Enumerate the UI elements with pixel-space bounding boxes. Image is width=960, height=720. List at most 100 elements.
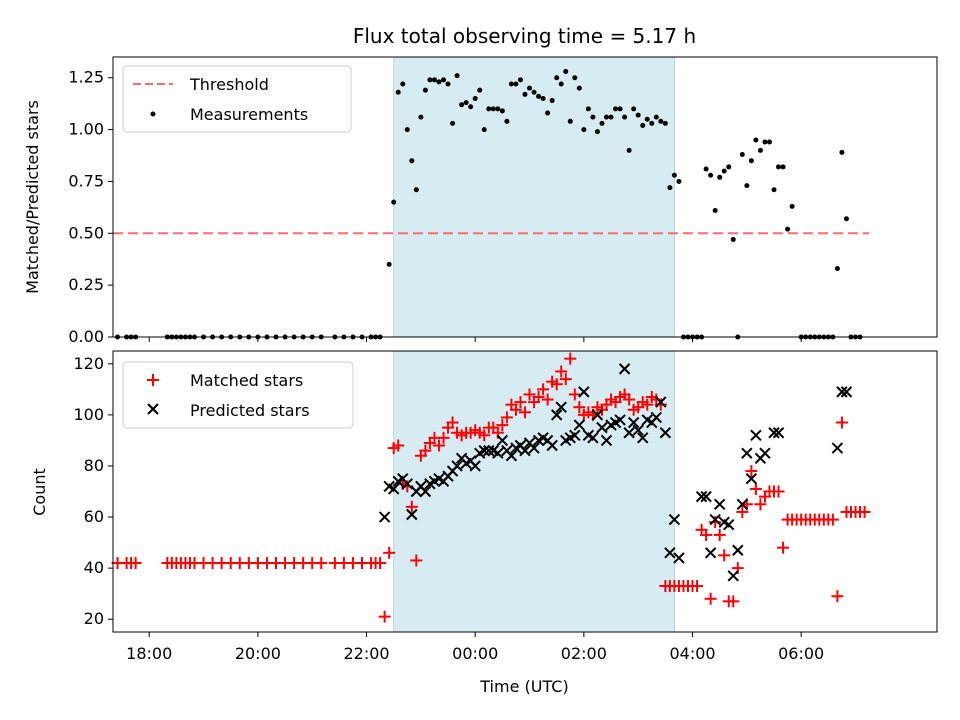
x-tick-label: 00:00 xyxy=(452,644,498,663)
predicted-star-point xyxy=(614,414,626,426)
measurement-point xyxy=(658,118,664,124)
matched-star-point xyxy=(500,411,513,424)
measurement-point xyxy=(703,166,709,172)
measurement-point xyxy=(766,139,772,145)
bottom-y-axis: 20 40 60 80 100 120 xyxy=(73,354,113,628)
predicted-star-point xyxy=(732,544,744,556)
predicted-star-point xyxy=(478,444,490,457)
predicted-star-point xyxy=(528,442,540,454)
predicted-star-point xyxy=(469,460,481,472)
measurement-point xyxy=(513,81,519,87)
measurement-point xyxy=(590,114,596,120)
bottom-y-axis-label: Count xyxy=(30,468,49,516)
measurement-point xyxy=(762,139,768,145)
measurement-point xyxy=(554,75,560,81)
predicted-star-point xyxy=(723,519,735,531)
measurement-point xyxy=(608,114,614,120)
matched-star-point xyxy=(691,580,704,593)
measurement-point xyxy=(436,79,442,85)
measurement-point xyxy=(454,73,460,79)
predicted-star-point xyxy=(727,570,739,582)
predicted-star-point xyxy=(555,401,567,413)
measurement-point xyxy=(640,122,646,128)
predicted-star-point xyxy=(627,416,640,429)
matched-star-point xyxy=(378,610,391,623)
matched-star-point xyxy=(700,528,713,541)
predicted-star-point xyxy=(659,427,672,439)
measurement-point xyxy=(459,102,465,108)
matched-star-point xyxy=(772,485,785,498)
x-tick-label: 18:00 xyxy=(126,644,172,663)
matched-star-point xyxy=(496,419,509,432)
legend-predicted-label: Predicted stars xyxy=(190,401,310,420)
bottom-y-tick-label: 60 xyxy=(84,507,104,526)
measurement-point xyxy=(418,114,424,120)
measurement-point xyxy=(839,149,845,155)
measurement-point xyxy=(581,127,587,133)
predicted-star-point xyxy=(378,511,391,523)
measurement-point xyxy=(717,174,723,180)
measurement-point xyxy=(594,129,600,135)
predicted-star-point xyxy=(569,429,581,442)
matched-star-point xyxy=(392,439,405,452)
measurement-point xyxy=(422,87,428,93)
measurement-point xyxy=(603,114,609,120)
measurement-point xyxy=(631,106,637,112)
measurement-point xyxy=(499,108,505,114)
predicted-star-point xyxy=(668,513,681,526)
measurement-point xyxy=(780,164,786,170)
predicted-star-point xyxy=(736,498,749,510)
predicted-star-point xyxy=(831,442,844,454)
measurement-point xyxy=(757,147,763,153)
legend-matched-marker xyxy=(147,374,159,386)
predicted-star-point xyxy=(840,386,853,398)
predicted-star-point xyxy=(451,460,463,472)
matched-star-point xyxy=(745,465,758,478)
measurement-point xyxy=(785,226,791,232)
predicted-star-point xyxy=(700,490,712,503)
predicted-star-point xyxy=(673,552,685,564)
measurement-point xyxy=(712,207,718,213)
x-axis-label: Time (UTC) xyxy=(479,677,568,696)
matched-star-point xyxy=(858,505,871,518)
matched-star-point xyxy=(573,401,586,414)
matched-star-point xyxy=(383,546,396,559)
measurement-point xyxy=(744,183,750,189)
predicted-star-point xyxy=(578,386,590,398)
measurement-point xyxy=(671,172,677,178)
predicted-star-point xyxy=(741,447,753,459)
top-y-axis: 0.00 0.25 0.50 0.75 1.00 1.25 xyxy=(68,68,113,346)
top-shaded-region xyxy=(393,56,675,338)
measurement-point xyxy=(622,114,628,120)
legend-predicted-marker xyxy=(147,403,159,415)
measurement-point xyxy=(427,77,433,83)
measurement-point xyxy=(676,178,682,184)
measurement-point xyxy=(536,93,542,99)
measurement-point xyxy=(789,203,795,209)
measurement-point xyxy=(445,81,451,87)
predicted-star-point xyxy=(768,427,780,439)
top-legend-box xyxy=(122,65,352,133)
matched-star-point xyxy=(478,429,491,442)
measurement-point xyxy=(644,116,650,122)
matched-star-point xyxy=(736,505,749,518)
matched-star-point xyxy=(509,403,522,416)
matched-star-point xyxy=(623,393,636,406)
matched-star-point xyxy=(777,541,790,554)
predicted-star-point xyxy=(573,419,586,431)
measurement-point xyxy=(635,112,641,118)
measurement-point xyxy=(739,151,745,157)
measurement-point xyxy=(517,77,523,83)
measurement-point xyxy=(441,77,447,83)
top-y-tick-label: 0.75 xyxy=(68,171,104,190)
measurement-point xyxy=(527,85,533,91)
measurement-point xyxy=(563,69,569,75)
measurement-point xyxy=(708,172,714,178)
predicted-star-point xyxy=(596,421,608,434)
measurement-point xyxy=(409,158,415,164)
measurement-point xyxy=(486,106,492,112)
predicted-star-point xyxy=(492,447,504,459)
matched-star-point xyxy=(826,513,839,526)
matched-star-point xyxy=(568,388,581,401)
predicted-star-point xyxy=(713,498,726,510)
